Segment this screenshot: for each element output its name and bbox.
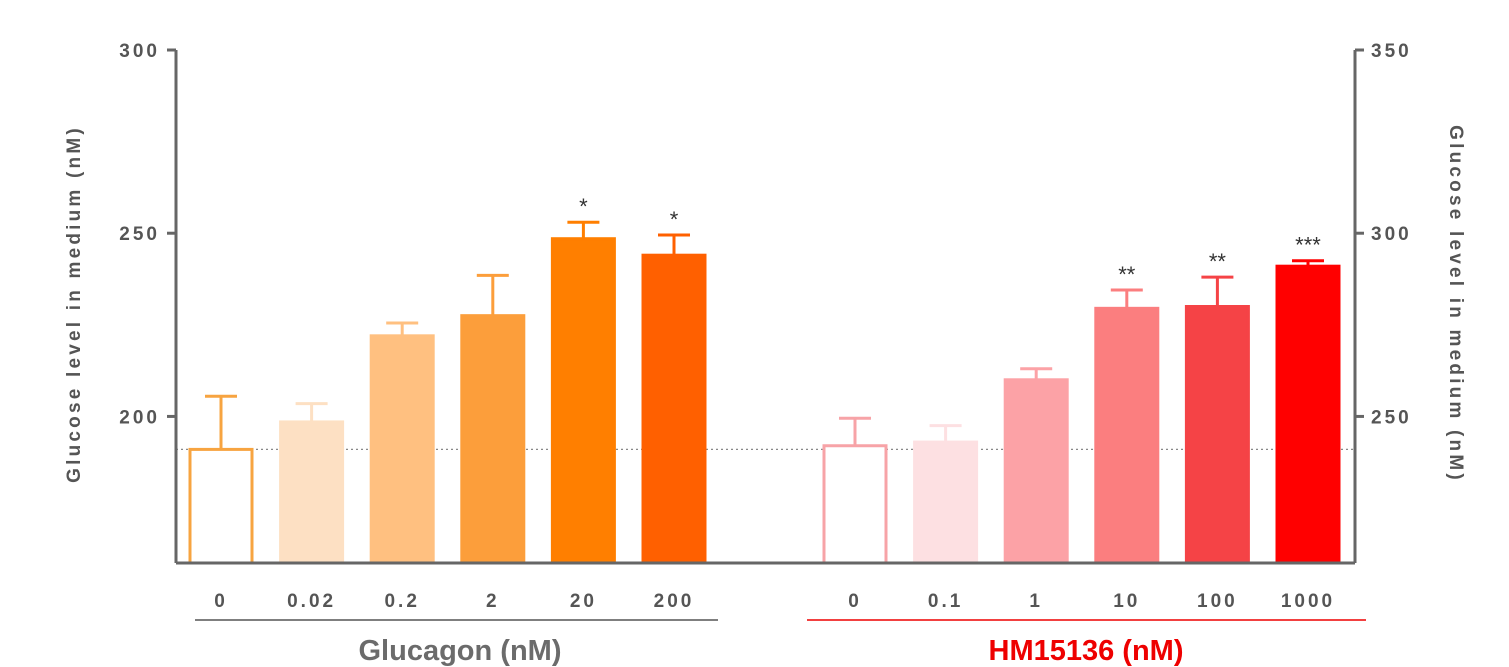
labels-layer: Glucose level in medium (nM) Glucose lev…: [64, 125, 1466, 667]
significance-marker: ***: [1295, 233, 1321, 258]
x-tick-label: 200: [654, 591, 695, 612]
x-tick-label: 1: [1029, 591, 1043, 612]
left-axis-tick-label: 200: [119, 407, 160, 428]
bar: [188, 447, 254, 565]
bars-layer: [188, 220, 1341, 565]
x-tick-label: 0: [848, 591, 862, 612]
bar: [550, 237, 616, 565]
x-tick-label: 0.2: [384, 591, 419, 612]
right-axis-tick-label: 300: [1371, 224, 1412, 245]
x-tick-label: 0: [214, 591, 228, 612]
axes-layer: [174, 50, 1357, 565]
significance-marker: **: [1209, 249, 1227, 274]
bar: [1184, 305, 1250, 565]
bar: [1094, 306, 1160, 565]
x-tick-label: 2: [486, 591, 500, 612]
left-axis-title: Glucose level in medium (nM): [64, 125, 85, 483]
bar: [822, 444, 888, 565]
left-axis-tick-label: 250: [119, 224, 160, 245]
bar: [913, 440, 979, 565]
bar: [1003, 378, 1069, 565]
right-axis-tick-label: 350: [1371, 41, 1412, 62]
bar: [279, 420, 345, 565]
bar: [641, 253, 707, 565]
group-label: Glucagon (nM): [359, 635, 562, 667]
bar: [460, 314, 526, 565]
x-tick-label: 100: [1197, 591, 1238, 612]
x-tick-label: 20: [570, 591, 597, 612]
right-axis-tick-label: 250: [1371, 407, 1412, 428]
right-axis-title: Glucose level in medium (nM): [1445, 125, 1466, 483]
x-tick-label: 1000: [1281, 591, 1335, 612]
group-label: HM15136 (nM): [989, 635, 1184, 667]
x-tick-label: 0.1: [928, 591, 963, 612]
ticks-layer: 200 250 300 250 300 350: [119, 41, 1412, 428]
significance-marker: **: [1118, 262, 1136, 287]
significance-marker: *: [670, 207, 679, 232]
bar: [369, 334, 435, 565]
significance-marker: *: [579, 194, 588, 219]
left-axis-tick-label: 300: [119, 41, 160, 62]
bar: [1275, 264, 1341, 565]
x-tick-label: 0.02: [287, 591, 336, 612]
x-tick-label: 10: [1113, 591, 1140, 612]
